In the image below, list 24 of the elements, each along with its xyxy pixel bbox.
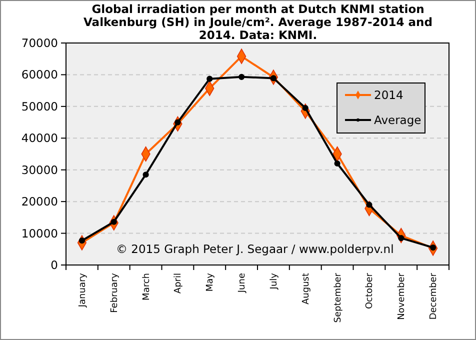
x-tick-label: February bbox=[110, 272, 120, 313]
x-tick-label: June bbox=[238, 272, 248, 294]
x-tick-label: August bbox=[301, 272, 312, 304]
y-tick-label: 30000 bbox=[21, 162, 58, 177]
annotation: © 2015 Graph Peter J. Segaar / www.polderpv.nl bbox=[116, 242, 394, 256]
legend-label: 2014 bbox=[374, 88, 404, 102]
x-tick-label: September bbox=[333, 272, 344, 323]
x-tick-label: January bbox=[78, 272, 88, 308]
x-tick-label: October bbox=[365, 272, 376, 310]
y-tick-label: 0 bbox=[50, 258, 58, 272]
y-tick-label: 20000 bbox=[21, 194, 58, 209]
x-tick-label: April bbox=[174, 273, 184, 294]
chart-title: Global irradiation per month at Dutch KNMI station Valkenburg (SH) in Joule/cm². Average 1987-2014 and 2014. Data: KNMI. bbox=[84, 2, 432, 42]
y-tick-label: 60000 bbox=[21, 68, 58, 82]
x-tick-label: July bbox=[269, 272, 280, 290]
x-tick-label: March bbox=[142, 273, 152, 300]
y-tick-label: 10000 bbox=[21, 226, 58, 240]
x-tick-label: November bbox=[397, 272, 408, 320]
legend-label: Average bbox=[374, 113, 422, 127]
y-tick-label: 40000 bbox=[21, 131, 58, 146]
x-tick-label: May bbox=[206, 272, 216, 292]
x-tick-label: December bbox=[429, 272, 440, 320]
y-tick-label: 70000 bbox=[21, 36, 58, 50]
y-tick-label: 50000 bbox=[21, 99, 58, 114]
